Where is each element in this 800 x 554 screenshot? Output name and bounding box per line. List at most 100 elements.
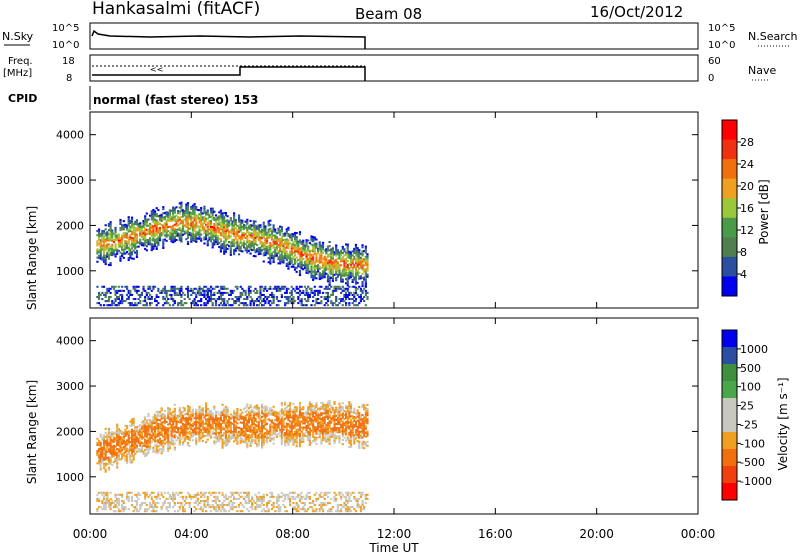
echo-cell — [209, 223, 213, 227]
echo-cell — [312, 256, 315, 259]
echo-cell — [328, 263, 331, 266]
echo-cell — [200, 209, 203, 212]
echo-cell — [233, 300, 236, 303]
echo-cell — [122, 220, 125, 223]
echo-cell — [153, 501, 157, 505]
echo-cell — [297, 298, 300, 301]
echo-cell — [349, 255, 353, 258]
echo-cell — [262, 443, 265, 446]
echo-cell — [256, 424, 259, 427]
echo-cell — [203, 295, 206, 299]
echo-cell — [348, 273, 351, 276]
echo-cell — [130, 293, 134, 296]
echo-cell — [228, 298, 231, 301]
echo-cell — [173, 420, 176, 423]
echo-cell — [292, 257, 295, 260]
echo-cell — [132, 442, 135, 445]
echo-cell — [279, 422, 282, 425]
echo-cell — [201, 508, 204, 511]
echo-cell — [364, 284, 367, 287]
echo-cell — [221, 428, 224, 431]
echo-cell — [213, 495, 216, 498]
echo-cell — [203, 499, 206, 502]
echo-cell — [310, 261, 313, 264]
echo-cell — [127, 289, 130, 292]
echo-cell — [190, 415, 193, 418]
echo-cell — [172, 287, 175, 290]
echo-cell — [228, 440, 231, 443]
echo-cell — [288, 300, 292, 303]
echo-cell — [195, 214, 198, 217]
echo-cell — [111, 433, 114, 436]
echo-cell — [180, 201, 183, 204]
echo-cell — [346, 276, 349, 279]
echo-cell — [264, 241, 267, 244]
echo-cell — [99, 235, 102, 238]
echo-cell — [149, 437, 152, 440]
echo-cell — [203, 232, 206, 235]
echo-cell — [274, 248, 277, 252]
echo-cell — [356, 293, 359, 296]
echo-cell — [172, 212, 175, 215]
echo-cell — [134, 304, 137, 307]
echo-cell — [177, 212, 180, 215]
echo-cell — [213, 491, 216, 494]
echo-cell — [130, 459, 134, 462]
echo-cell — [180, 234, 183, 237]
echo-cell — [206, 240, 209, 243]
echo-cell — [137, 302, 140, 305]
echo-cell — [287, 441, 290, 444]
echo-cell — [117, 508, 120, 511]
echo-cell — [226, 225, 229, 228]
echo-cell — [137, 227, 140, 230]
echo-cell — [181, 406, 185, 409]
echo-cell — [285, 510, 288, 513]
echo-cell — [353, 304, 356, 307]
echo-cell — [181, 223, 185, 226]
echo-cell — [223, 422, 226, 425]
echo-cell — [303, 293, 307, 296]
echo-cell — [321, 272, 325, 275]
echo-cell — [190, 236, 193, 239]
echo-cell — [364, 280, 367, 283]
y-tick-label: 2000 — [56, 219, 84, 232]
echo-cell — [173, 238, 176, 241]
echo-cell — [335, 268, 338, 272]
echo-cell — [135, 235, 139, 238]
echo-cell — [284, 302, 287, 305]
echo-cell — [269, 235, 272, 238]
echo-cell — [116, 304, 119, 307]
echo-cell — [181, 427, 185, 430]
echo-cell — [293, 416, 297, 419]
echo-cell — [153, 419, 157, 422]
echo-cell — [259, 285, 262, 288]
echo-cell — [188, 215, 191, 218]
echo-cell — [272, 432, 275, 435]
echo-cell — [244, 298, 247, 301]
echo-cell — [287, 493, 290, 496]
echo-cell — [246, 436, 249, 439]
echo-cell — [183, 508, 186, 511]
echo-cell — [145, 224, 148, 227]
echo-cell — [336, 251, 339, 254]
echo-cell — [226, 406, 229, 409]
echo-cell — [340, 280, 343, 283]
echo-cell — [264, 300, 267, 303]
echo-cell — [121, 439, 124, 442]
echo-cell — [153, 285, 157, 288]
echo-cell — [117, 298, 120, 301]
echo-cell — [139, 242, 142, 245]
echo-cell — [162, 443, 165, 446]
echo-cell — [307, 245, 310, 248]
echo-cell — [134, 231, 137, 234]
echo-cell — [137, 437, 140, 440]
echo-cell — [102, 462, 106, 465]
echo-cell — [178, 409, 181, 412]
echo-cell — [185, 421, 188, 424]
echo-cell — [109, 438, 112, 441]
echo-cell — [195, 437, 198, 440]
echo-cell — [191, 216, 195, 219]
echo-cell — [107, 429, 111, 433]
echo-cell — [186, 226, 190, 229]
echo-cell — [259, 497, 262, 500]
